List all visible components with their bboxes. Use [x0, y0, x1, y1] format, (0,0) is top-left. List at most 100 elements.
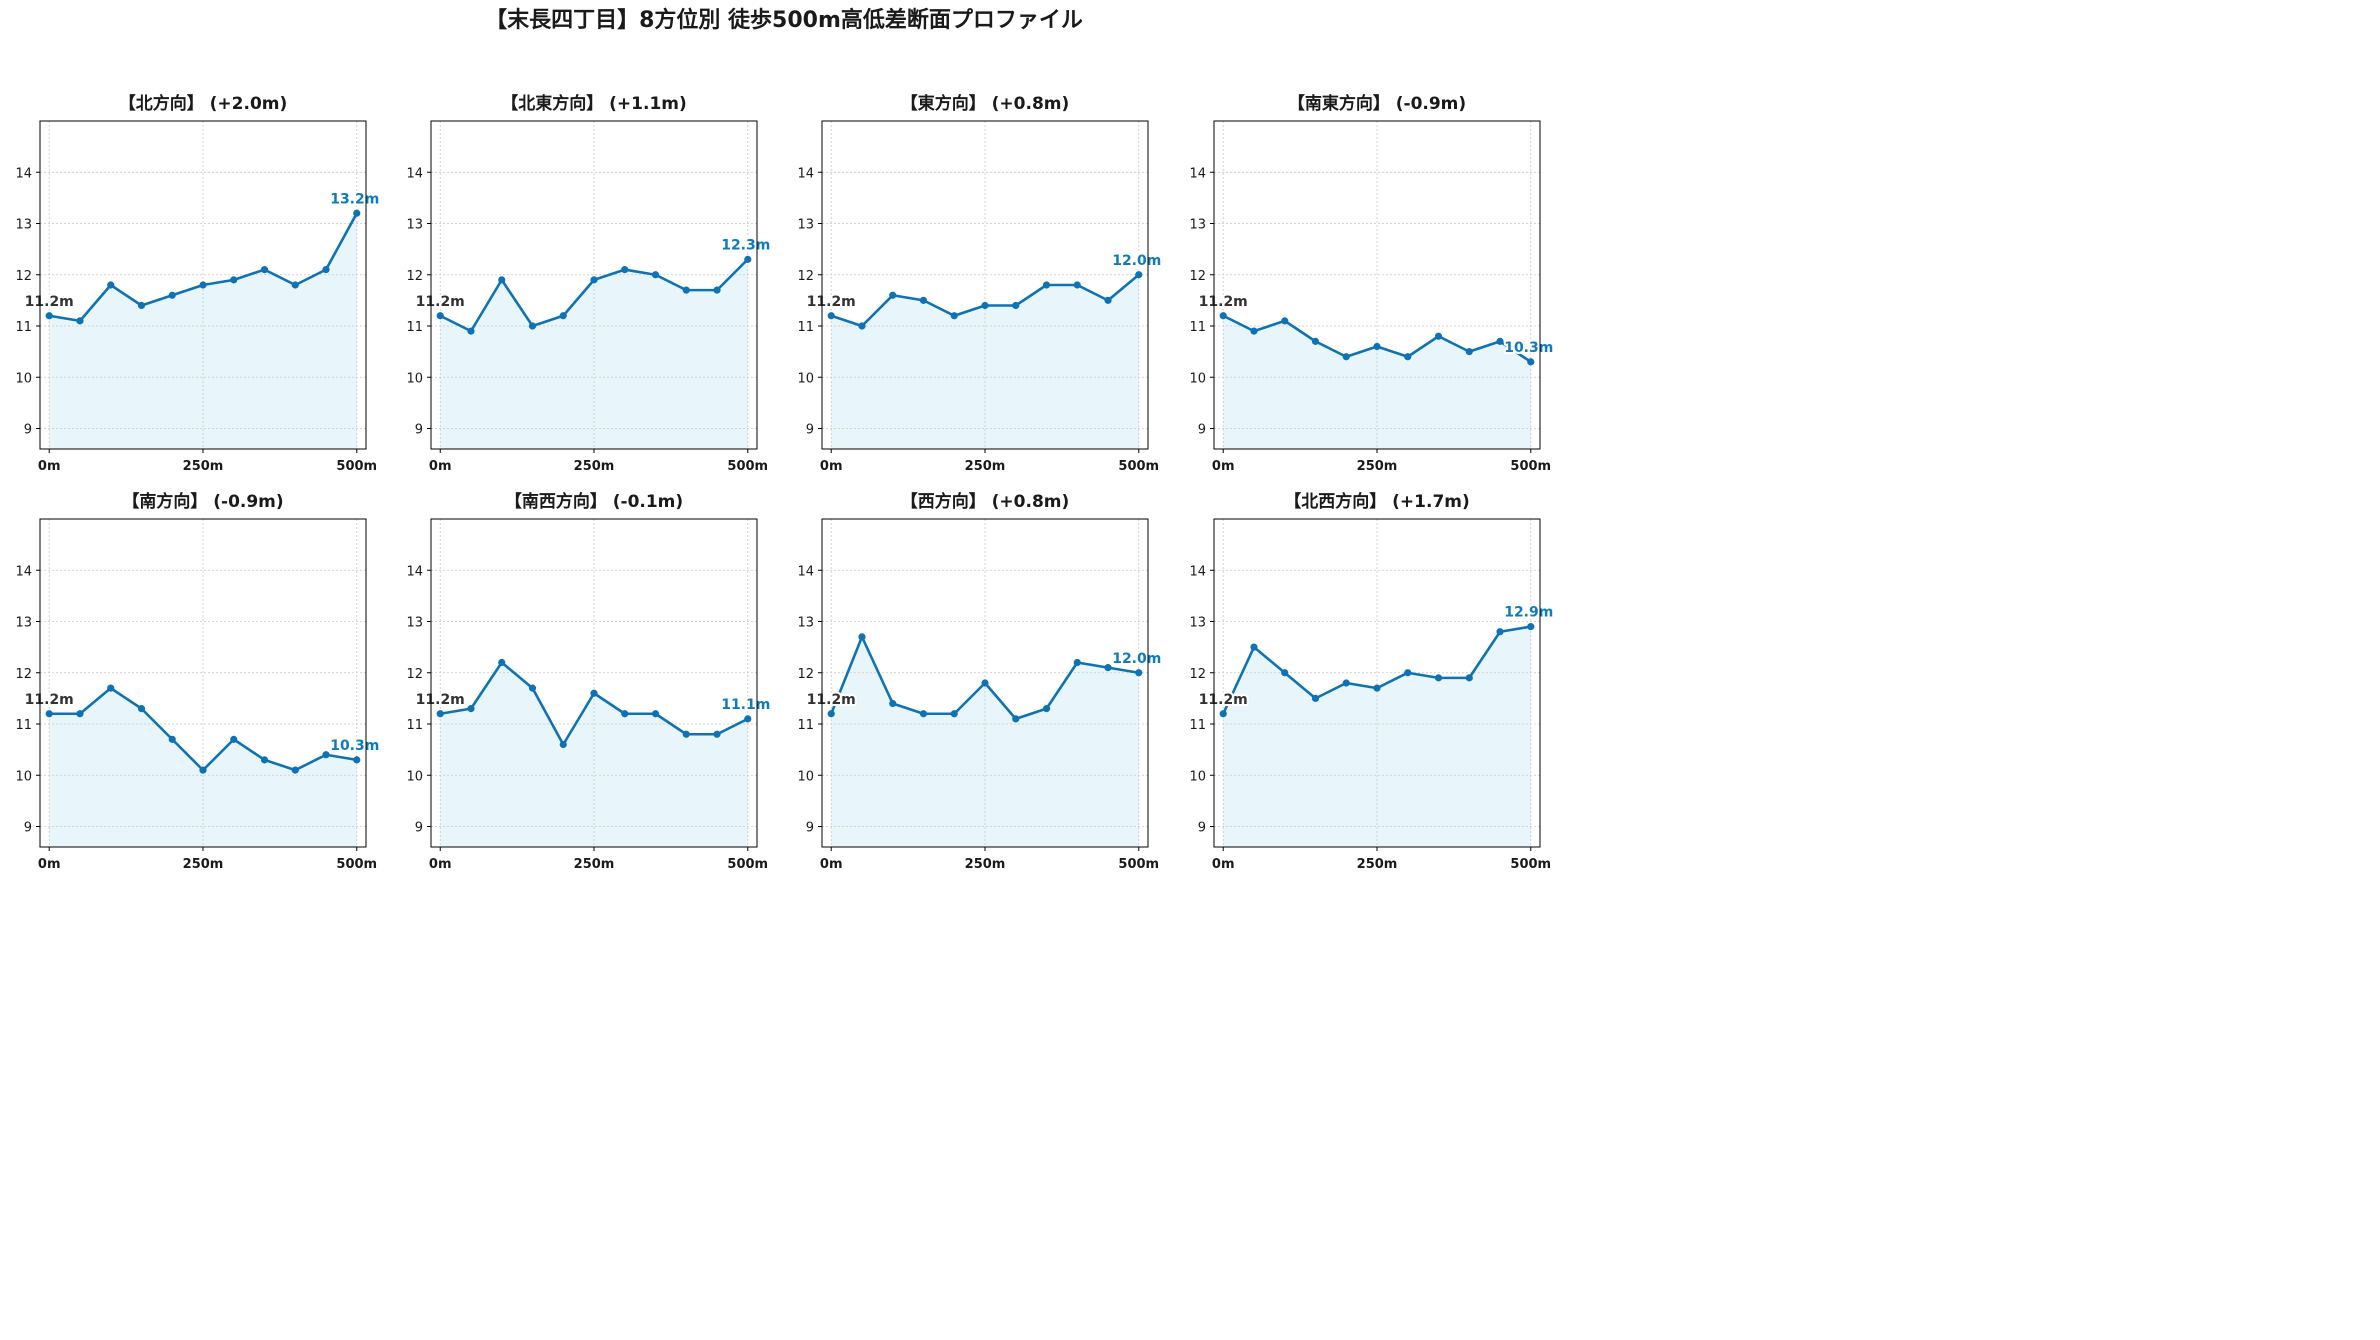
y-tick-label: 14 — [797, 166, 814, 181]
data-point — [950, 710, 958, 718]
y-tick-label: 14 — [1189, 166, 1206, 181]
y-tick-label: 9 — [1198, 423, 1206, 438]
data-point — [137, 301, 146, 310]
y-tick-label: 12 — [406, 269, 423, 284]
end-elevation-label: 12.0m — [1112, 651, 1161, 667]
data-point — [1135, 669, 1143, 677]
y-tick-label: 10 — [797, 371, 814, 386]
end-elevation-label: 11.1m — [721, 697, 770, 713]
data-point — [1135, 271, 1143, 279]
y-tick-label: 13 — [406, 616, 423, 631]
panel-title: 【南東方向】 (-0.9m) — [1288, 93, 1466, 114]
y-tick-label: 13 — [1189, 218, 1206, 233]
area-fill — [49, 688, 357, 847]
y-tick-label: 11 — [797, 320, 814, 335]
plot-frame — [430, 120, 758, 450]
data-point — [168, 735, 176, 743]
chart-panel-1: 【北東方向】 (+1.1m) 9 10 11 12 13 14 0m 250m 500m 11.2m… — [406, 93, 772, 474]
data-point — [291, 766, 299, 774]
panel-title: 【南方向】 (-0.9m) — [122, 491, 283, 512]
data-point — [76, 710, 84, 718]
data-point — [950, 312, 958, 320]
x-tick-label: 500m — [336, 857, 377, 872]
x-tick-label: 0m — [429, 459, 452, 474]
end-elevation-label: 12.0m — [1112, 253, 1161, 269]
area-fill — [440, 662, 748, 847]
data-point — [260, 266, 269, 274]
plot-frame — [430, 518, 758, 848]
start-elevation-label: 11.2m — [416, 294, 465, 310]
chart-panel-7: 【北西方向】 (+1.7m) 9 10 11 12 13 14 0m 250m 500m 11.2m… — [1189, 491, 1555, 872]
area-fill — [831, 636, 1139, 847]
x-tick-label: 250m — [965, 857, 1006, 872]
y-tick-label: 9 — [1198, 821, 1206, 836]
page-title: 【末長四丁目】8方位別 徒歩500m高低差断面プロファイル — [485, 8, 1083, 33]
data-point — [1042, 281, 1051, 289]
data-point — [1250, 643, 1258, 651]
data-point — [621, 710, 629, 718]
x-tick-label: 0m — [820, 857, 843, 872]
chart-panel-0: 【北方向】 (+2.0m) 9 10 11 12 13 14 0m 250m 500m 11.2m 1… — [15, 93, 381, 474]
data-point — [322, 266, 330, 274]
x-tick-label: 250m — [1357, 857, 1398, 872]
end-elevation-label: 12.3m — [721, 237, 770, 253]
x-tick-label: 0m — [429, 857, 452, 872]
end-elevation-label: 10.3m — [330, 738, 379, 754]
y-tick-label: 13 — [15, 616, 32, 631]
data-point — [713, 730, 721, 738]
end-elevation-label: 10.3m — [1504, 340, 1553, 356]
y-tick-label: 9 — [24, 821, 32, 836]
panel-title: 【東方向】 (+0.8m) — [901, 93, 1070, 114]
data-point — [713, 286, 721, 294]
data-point — [590, 276, 598, 284]
panel-title: 【北西方向】 (+1.7m) — [1284, 491, 1470, 512]
x-tick-label: 0m — [1212, 857, 1235, 872]
x-tick-label: 250m — [183, 857, 224, 872]
x-tick-label: 500m — [336, 459, 377, 474]
y-tick-label: 11 — [406, 718, 423, 733]
data-point — [1496, 337, 1504, 345]
y-tick-label: 9 — [806, 423, 814, 438]
y-tick-label: 10 — [406, 371, 423, 386]
data-point — [199, 281, 207, 289]
start-elevation-label: 11.2m — [416, 692, 465, 708]
y-tick-label: 14 — [797, 564, 814, 579]
charts-svg: 【北方向】 (+2.0m) 9 10 11 12 13 14 0m 250m 500m 11.2m 1… — [15, 93, 1555, 872]
chart-panel-3: 【南東方向】 (-0.9m) 9 10 11 12 13 14 0m 250m 500m 11.2m… — [1189, 93, 1555, 474]
data-point — [353, 756, 361, 764]
data-point — [322, 751, 330, 759]
panel-title: 【北方向】 (+2.0m) — [119, 93, 288, 114]
y-tick-label: 12 — [406, 667, 423, 682]
chart-panel-2: 【東方向】 (+0.8m) 9 10 11 12 13 14 0m 250m 500m 11.2m 1… — [797, 93, 1163, 474]
x-tick-label: 500m — [1510, 857, 1551, 872]
data-point — [498, 658, 506, 667]
y-tick-label: 13 — [15, 218, 32, 233]
y-tick-label: 14 — [406, 564, 423, 579]
x-tick-label: 250m — [574, 459, 615, 474]
data-point — [168, 291, 176, 299]
y-tick-label: 13 — [797, 616, 814, 631]
data-point — [230, 276, 238, 284]
x-tick-label: 500m — [727, 459, 768, 474]
data-point — [1465, 348, 1473, 356]
data-point — [1404, 353, 1412, 361]
data-point — [858, 322, 866, 330]
data-point — [528, 684, 537, 692]
data-point — [528, 322, 537, 330]
y-tick-label: 12 — [15, 667, 32, 682]
data-point — [1219, 710, 1227, 718]
data-point — [1373, 342, 1381, 351]
panel-title: 【西方向】 (+0.8m) — [901, 491, 1070, 512]
data-point — [1434, 674, 1443, 682]
data-point — [1250, 327, 1258, 335]
data-point — [107, 684, 115, 692]
data-point — [1281, 317, 1289, 325]
data-point — [1073, 658, 1081, 667]
data-point — [260, 756, 269, 764]
data-point — [889, 699, 897, 708]
data-point — [1104, 296, 1112, 304]
data-point — [889, 291, 897, 299]
data-point — [498, 276, 506, 284]
data-point — [76, 317, 84, 325]
x-tick-label: 500m — [1118, 857, 1159, 872]
